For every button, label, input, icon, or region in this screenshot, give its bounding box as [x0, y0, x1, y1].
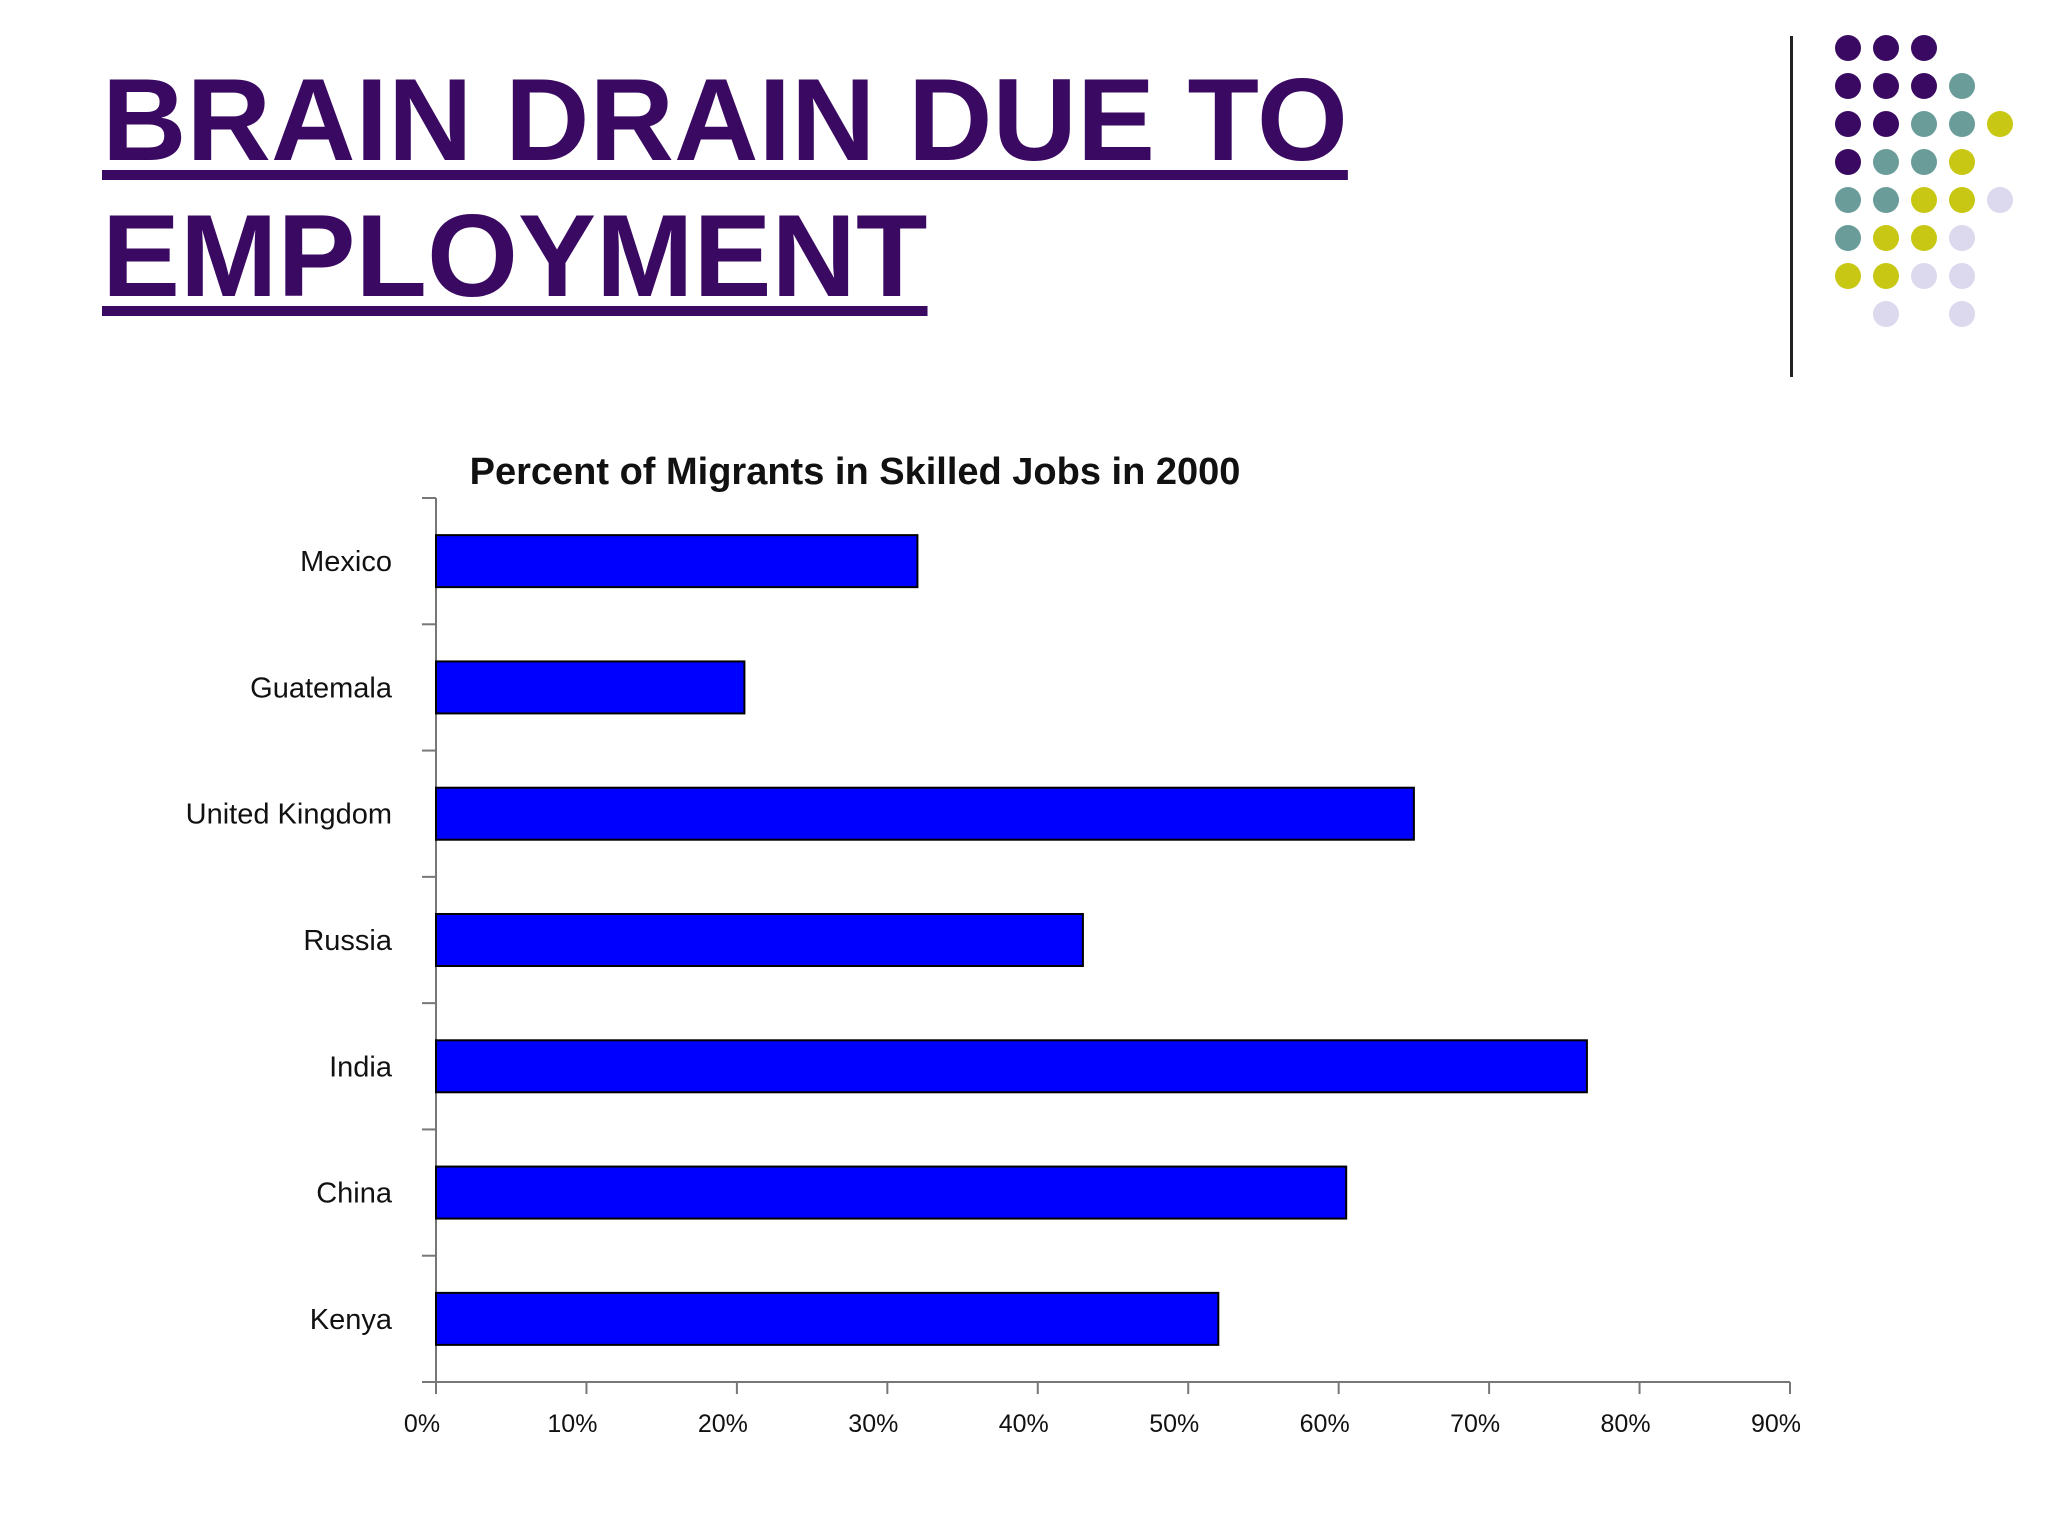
bar-india	[435, 1039, 1588, 1094]
category-label: China	[316, 1178, 393, 1210]
chart-title: Percent of Migrants in Skilled Jobs in 2…	[470, 451, 1241, 493]
slide-title: BRAIN DRAIN DUE TO EMPLOYMENT	[102, 52, 1348, 324]
x-tick-label: 60%	[1300, 1410, 1350, 1438]
category-label: India	[329, 1051, 393, 1083]
category-label: Russia	[303, 925, 393, 957]
category-label: United Kingdom	[186, 799, 392, 831]
x-tick-label: 50%	[1149, 1410, 1199, 1438]
category-label: Kenya	[310, 1304, 393, 1336]
bar-kenya	[435, 1291, 1220, 1346]
x-tick-label: 20%	[698, 1410, 748, 1438]
category-label: Mexico	[300, 546, 392, 578]
header-divider	[1790, 36, 1793, 377]
bar-china	[435, 1165, 1348, 1220]
chart-plot-area: 0% 10% 20% 30% 40% 50% 60% 70% 80% 90% Mexico Guate…	[186, 497, 1801, 1438]
x-tick-label: 70%	[1450, 1410, 1500, 1438]
slide-title-line-1: BRAIN DRAIN DUE TO	[102, 54, 1348, 185]
bar-mexico	[435, 534, 919, 589]
bar-russia	[435, 913, 1084, 967]
x-tick-label: 40%	[999, 1410, 1049, 1438]
bar-united-kingdom	[435, 786, 1415, 841]
x-tick-label: 80%	[1601, 1410, 1651, 1438]
bar-guatemala	[435, 660, 746, 715]
x-tick-label: 0%	[404, 1410, 440, 1438]
category-label: Guatemala	[250, 672, 393, 704]
slide-title-line-2: EMPLOYMENT	[102, 190, 928, 321]
x-tick-label: 30%	[848, 1410, 898, 1438]
x-tick-label: 90%	[1751, 1410, 1801, 1438]
x-tick-label: 10%	[547, 1410, 597, 1438]
